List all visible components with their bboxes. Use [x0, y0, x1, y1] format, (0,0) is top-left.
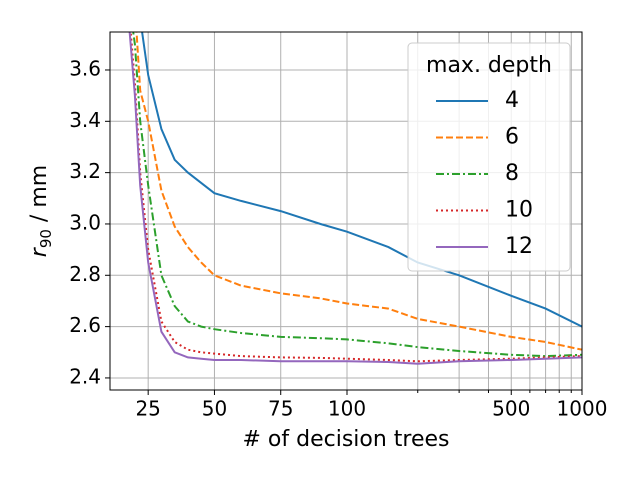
y-label-subscript: 90	[37, 229, 55, 248]
legend-label: 6	[505, 125, 519, 150]
y-tick-label: 3.4	[69, 108, 101, 132]
y-tick-label: 3.0	[69, 210, 101, 234]
x-tick-label: 75	[268, 397, 293, 421]
x-tick-label: 25	[135, 397, 160, 421]
y-label-unit: / mm	[27, 165, 52, 229]
y-tick-label: 3.6	[69, 56, 101, 80]
legend-label: 8	[505, 161, 519, 186]
series-line	[132, 32, 582, 358]
x-axis-label: # of decision trees	[242, 427, 449, 452]
series-line	[141, 32, 582, 328]
legend-label: 10	[505, 198, 533, 223]
y-tick-label: 2.4	[69, 364, 101, 388]
y-axis-label: r90 / mm	[27, 165, 55, 257]
plot-frame	[109, 31, 583, 391]
series-line	[128, 32, 582, 365]
series-line	[129, 32, 582, 363]
x-tick-label: 100	[328, 397, 366, 421]
legend: max. depth 4 6 8 10 12	[407, 42, 571, 272]
x-tick-label: 50	[202, 397, 227, 421]
y-label-symbol: r	[27, 246, 52, 257]
y-tick-label: 2.6	[69, 313, 101, 337]
y-tick-label: 3.2	[69, 159, 101, 183]
x-tick-label: 500	[492, 397, 530, 421]
x-tick-label: 1000	[557, 397, 608, 421]
legend-label: 12	[505, 234, 533, 259]
legend-title: max. depth	[426, 53, 552, 78]
ticks: 2.4 2.6 2.8 3.0 3.2 3.4 3.6 25 50 75 100 500 1000	[69, 56, 607, 420]
series-line	[135, 32, 582, 351]
legend-label: 4	[505, 88, 519, 113]
y-tick-label: 2.8	[69, 262, 101, 286]
plot-lines	[128, 32, 582, 365]
